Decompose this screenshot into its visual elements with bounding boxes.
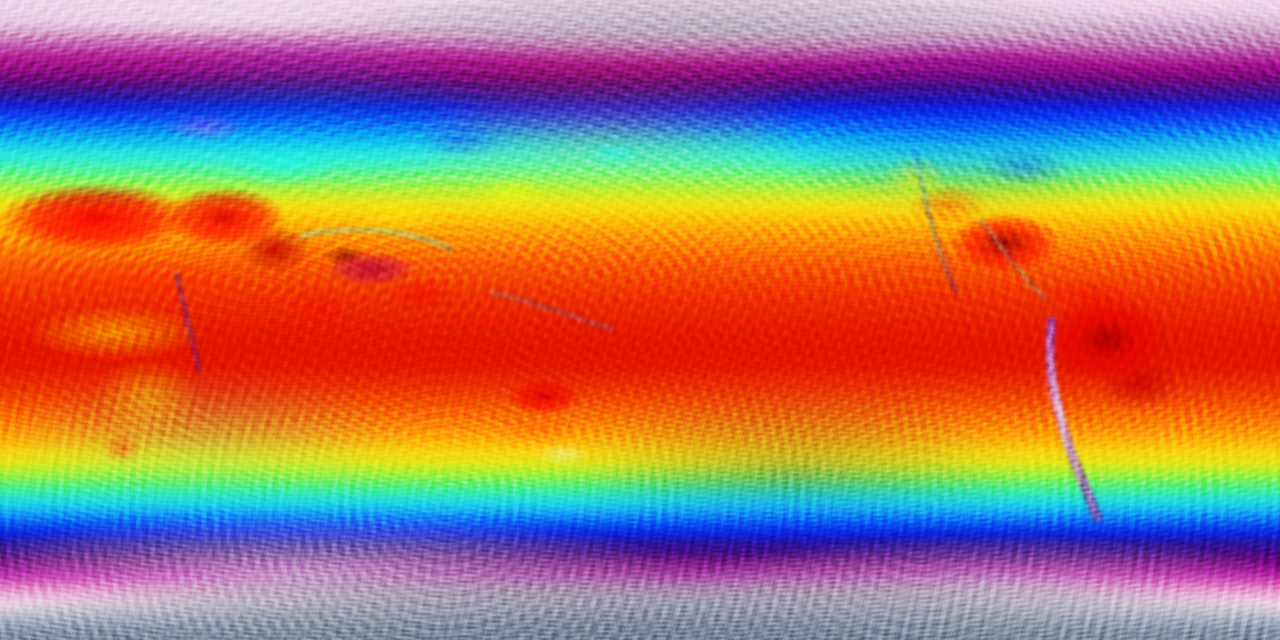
global-temperature-map <box>0 0 1280 640</box>
smoothing-layer <box>0 0 1280 640</box>
